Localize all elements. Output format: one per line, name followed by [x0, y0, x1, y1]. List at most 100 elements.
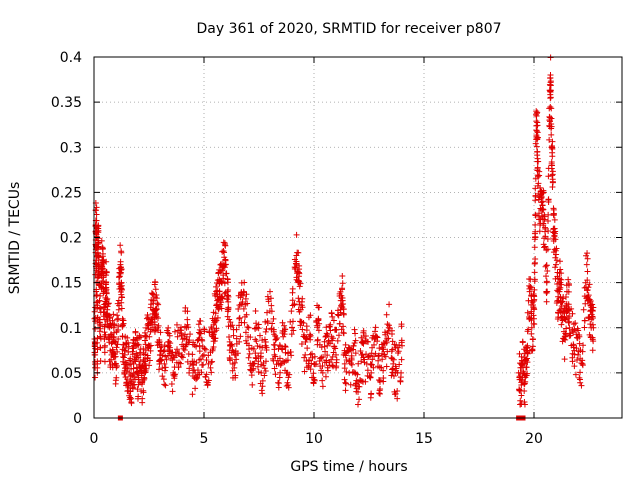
data-point — [260, 362, 267, 369]
data-point — [320, 353, 327, 360]
data-point — [288, 308, 295, 315]
data-point — [125, 339, 132, 346]
data-point — [339, 280, 346, 287]
data-point — [285, 384, 292, 391]
data-point — [158, 343, 165, 350]
data-point — [314, 324, 321, 331]
data-point — [583, 261, 590, 268]
data-point — [375, 352, 382, 359]
data-point — [279, 319, 286, 326]
data-point — [268, 308, 275, 315]
data-point — [590, 338, 597, 345]
data-point — [532, 212, 539, 219]
data-point — [225, 298, 232, 305]
data-point — [117, 258, 124, 265]
data-point — [380, 367, 387, 374]
data-point — [533, 143, 540, 150]
data-point — [285, 381, 292, 388]
data-point — [237, 294, 244, 301]
data-point — [355, 360, 362, 367]
data-point — [549, 153, 556, 160]
data-point — [303, 323, 310, 330]
data-point — [324, 352, 331, 359]
data-point — [547, 103, 554, 110]
data-point — [94, 334, 101, 341]
y-tick-label: 0.4 — [60, 50, 82, 66]
data-point — [110, 311, 117, 318]
data-point — [212, 318, 219, 325]
data-point — [324, 364, 331, 371]
data-point — [571, 347, 578, 354]
data-point — [189, 351, 196, 358]
data-point — [109, 317, 116, 324]
data-point — [273, 336, 280, 343]
data-point — [111, 338, 118, 345]
data-point — [531, 306, 538, 313]
data-point — [559, 338, 566, 345]
data-point — [196, 317, 203, 324]
data-point — [245, 354, 252, 361]
data-point — [98, 237, 105, 244]
data-point — [543, 262, 550, 269]
data-point — [213, 325, 220, 332]
data-point — [147, 342, 154, 349]
data-point — [261, 372, 268, 379]
data-point — [214, 314, 221, 321]
data-point — [347, 360, 354, 367]
data-point — [332, 345, 339, 352]
data-point — [365, 338, 372, 345]
data-point — [184, 321, 191, 328]
data-point — [333, 356, 340, 363]
data-point — [114, 341, 121, 348]
data-point — [524, 309, 531, 316]
data-point — [181, 347, 188, 354]
y-tick-label: 0.3 — [60, 140, 82, 156]
data-point — [95, 223, 102, 230]
data-point — [276, 355, 283, 362]
data-point — [187, 331, 194, 338]
y-tick-label: 0.05 — [51, 366, 82, 382]
data-point — [294, 249, 301, 256]
data-point — [277, 369, 284, 376]
data-point — [245, 324, 252, 331]
data-point — [253, 320, 260, 327]
data-point — [394, 395, 401, 402]
data-point — [103, 269, 110, 276]
data-point — [397, 377, 404, 384]
data-point — [120, 354, 127, 361]
data-point — [164, 329, 171, 336]
data-point — [166, 332, 173, 339]
data-point — [585, 284, 592, 291]
data-point — [165, 324, 172, 331]
data-point — [125, 343, 132, 350]
data-point — [397, 374, 404, 381]
data-point — [263, 325, 270, 332]
data-point — [119, 333, 126, 340]
data-point — [381, 340, 388, 347]
data-point — [285, 374, 292, 381]
data-point — [558, 321, 565, 328]
data-point — [549, 142, 556, 149]
data-point — [234, 350, 241, 357]
data-point — [580, 342, 587, 349]
data-point — [535, 180, 542, 187]
data-point — [124, 382, 131, 389]
data-point — [113, 344, 120, 351]
data-point — [221, 280, 228, 287]
data-point — [226, 316, 233, 323]
data-point — [192, 385, 199, 392]
data-point — [120, 317, 127, 324]
data-point — [159, 373, 166, 380]
data-point — [259, 377, 266, 384]
data-point — [135, 341, 142, 348]
data-point — [550, 229, 557, 236]
data-point — [340, 329, 347, 336]
data-point — [341, 376, 348, 383]
data-point — [362, 378, 369, 385]
data-point — [96, 297, 103, 304]
data-point — [161, 342, 168, 349]
data-point — [326, 323, 333, 330]
data-point — [270, 326, 277, 333]
data-point — [223, 270, 230, 277]
data-point — [346, 345, 353, 352]
